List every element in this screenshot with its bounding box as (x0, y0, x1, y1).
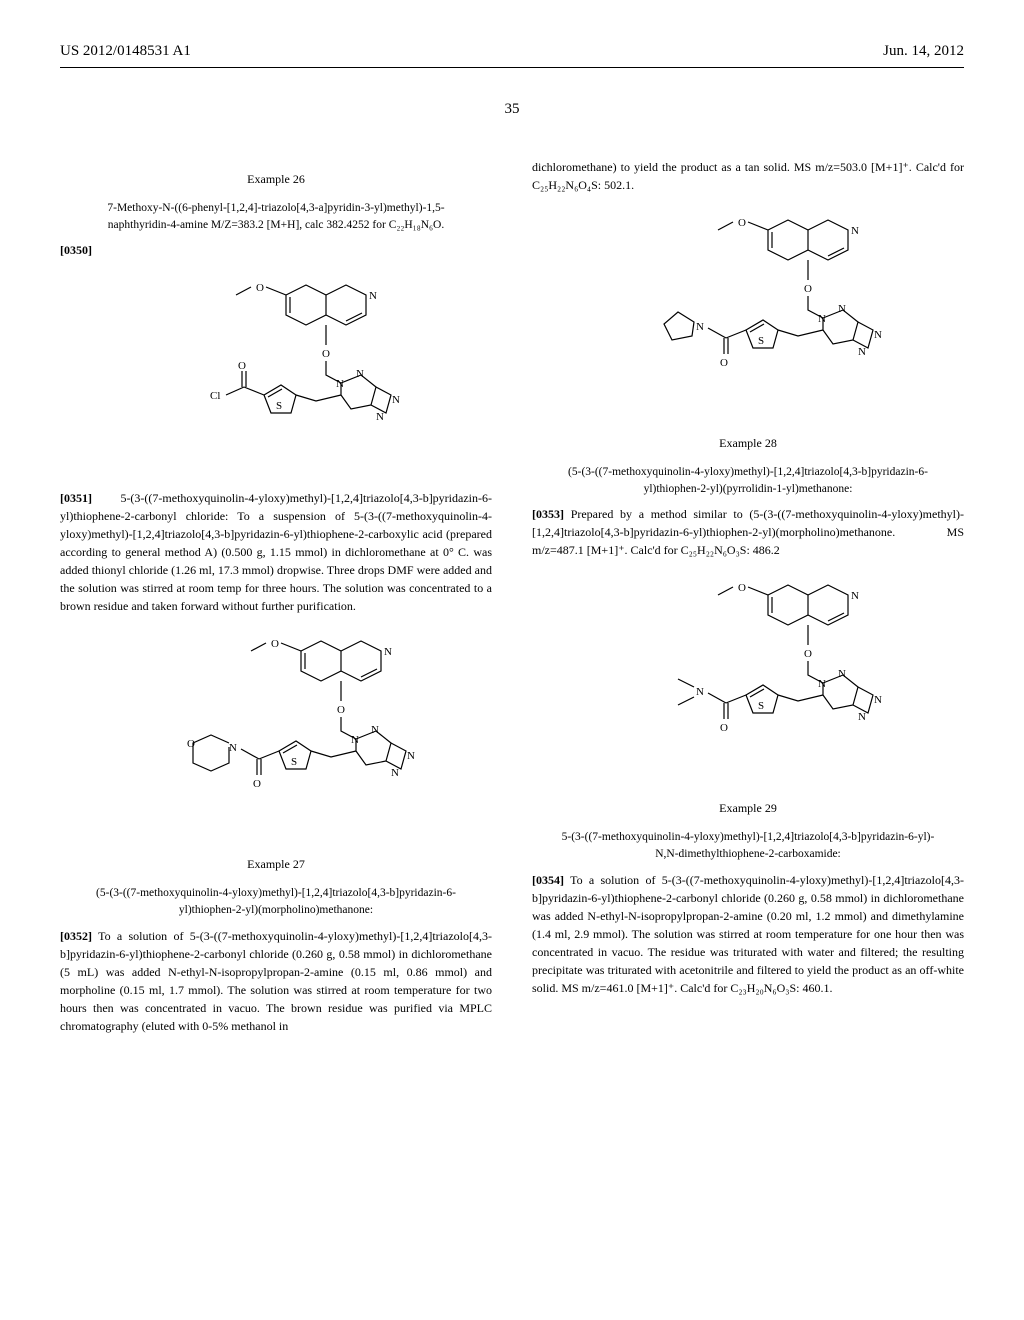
svg-text:N: N (391, 767, 399, 779)
para-number-0350: [0350] (60, 243, 92, 257)
paragraph-0350: [0350] (60, 241, 492, 259)
svg-text:N: N (851, 590, 859, 602)
left-column: Example 26 7-Methoxy-N-((6-phenyl-[1,2,4… (60, 150, 492, 1043)
example-26-title: Example 26 (60, 170, 492, 188)
para-0353-text: Prepared by a method similar to (5-(3-((… (532, 507, 964, 557)
para-number-0351: [0351] (60, 491, 92, 505)
svg-text:O: O (720, 722, 728, 734)
svg-text:N: N (356, 368, 364, 380)
svg-text:N: N (838, 668, 846, 680)
svg-text:O: O (271, 638, 279, 650)
para-number-0354: [0354] (532, 873, 564, 887)
svg-text:N: N (336, 378, 344, 390)
chemical-structure-4: O N O N N N N S (532, 575, 964, 775)
svg-text:S: S (758, 700, 764, 712)
example-27-title: Example 27 (60, 855, 492, 873)
svg-text:O: O (187, 738, 195, 750)
svg-text:O: O (322, 348, 330, 360)
svg-text:O: O (720, 357, 728, 369)
chemical-structure-2: O N O N N N N (60, 631, 492, 831)
example-28-title: Example 28 (532, 434, 964, 452)
paragraph-0351: [0351] 5-(3-((7-methoxyquinolin-4-yloxy)… (60, 489, 492, 615)
svg-text:N: N (818, 678, 826, 690)
paragraph-0353: [0353] Prepared by a method similar to (… (532, 505, 964, 559)
svg-text:O: O (337, 704, 345, 716)
svg-text:N: N (392, 394, 400, 406)
example-28-compound: (5-(3-((7-methoxyquinolin-4-yloxy)methyl… (554, 464, 943, 497)
para-0351-text: 5-(3-((7-methoxyquinolin-4-yloxy)methyl)… (60, 491, 492, 613)
svg-text:S: S (291, 756, 297, 768)
page-number: 35 (60, 98, 964, 121)
svg-text:O: O (253, 778, 261, 790)
paragraph-0354: [0354] To a solution of 5-(3-((7-methoxy… (532, 871, 964, 997)
paragraph-0352: [0352] To a solution of 5-(3-((7-methoxy… (60, 927, 492, 1035)
svg-text:N: N (818, 313, 826, 325)
svg-text:N: N (351, 734, 359, 746)
svg-text:N: N (376, 411, 384, 423)
para-number-0353: [0353] (532, 507, 564, 521)
svg-text:N: N (851, 225, 859, 237)
svg-text:Cl: Cl (210, 390, 220, 402)
svg-text:O: O (804, 648, 812, 660)
patent-number: US 2012/0148531 A1 (60, 40, 191, 63)
page-header: US 2012/0148531 A1 Jun. 14, 2012 (60, 40, 964, 68)
example-27-compound: (5-(3-((7-methoxyquinolin-4-yloxy)methyl… (82, 885, 471, 918)
para-0352-text: To a solution of 5-(3-((7-methoxyquinoli… (60, 929, 492, 1033)
svg-text:N: N (229, 742, 237, 754)
example-29-title: Example 29 (532, 799, 964, 817)
svg-text:S: S (758, 335, 764, 347)
para-0354-text: To a solution of 5-(3-((7-methoxyquinoli… (532, 873, 964, 995)
svg-text:N: N (384, 646, 392, 658)
patent-date: Jun. 14, 2012 (883, 40, 964, 63)
chemical-structure-3: O N O N N N N S (532, 210, 964, 410)
svg-text:N: N (369, 290, 377, 302)
two-column-layout: Example 26 7-Methoxy-N-((6-phenyl-[1,2,4… (60, 150, 964, 1043)
example-29-compound: 5-(3-((7-methoxyquinolin-4-yloxy)methyl)… (554, 829, 943, 862)
svg-text:N: N (371, 724, 379, 736)
svg-text:N: N (696, 321, 704, 333)
svg-text:N: N (407, 750, 415, 762)
svg-text:O: O (256, 282, 264, 294)
svg-text:O: O (738, 217, 746, 229)
svg-text:S: S (276, 400, 282, 412)
svg-text:O: O (738, 582, 746, 594)
para-number-0352: [0352] (60, 929, 92, 943)
svg-text:N: N (858, 346, 866, 358)
svg-text:N: N (874, 694, 882, 706)
svg-text:O: O (804, 283, 812, 295)
example-26-compound: 7-Methoxy-N-((6-phenyl-[1,2,4]-triazolo[… (82, 200, 471, 233)
svg-text:N: N (858, 711, 866, 723)
chemical-structure-1: O N O N N N N (60, 275, 492, 465)
svg-text:N: N (696, 686, 704, 698)
right-column: dichloromethane) to yield the product as… (532, 150, 964, 1043)
right-top-continuation: dichloromethane) to yield the product as… (532, 158, 964, 194)
svg-text:O: O (238, 360, 246, 372)
svg-text:N: N (838, 303, 846, 315)
svg-text:N: N (874, 329, 882, 341)
